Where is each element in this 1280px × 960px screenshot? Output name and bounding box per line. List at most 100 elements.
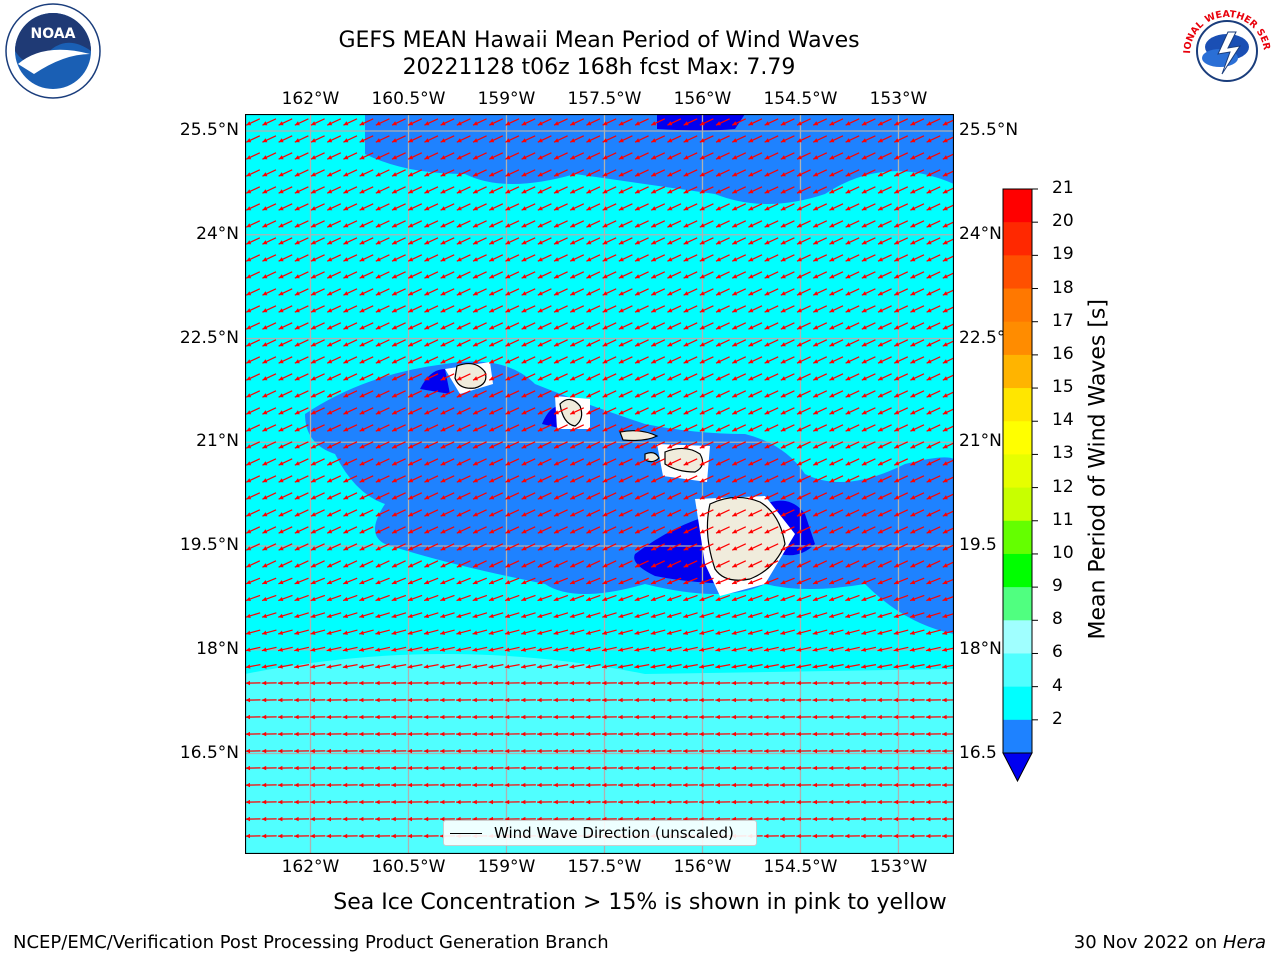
wave-arrowhead: [747, 697, 753, 703]
wave-arrowhead: [277, 799, 283, 805]
wave-arrowhead: [569, 664, 575, 669]
wave-arrowhead: [635, 155, 641, 160]
wave-arrowhead: [440, 359, 446, 364]
wave-arrowhead: [601, 697, 607, 703]
wave-arrowhead: [570, 257, 576, 262]
wave-arrowhead: [942, 546, 948, 551]
wave-arrowhead: [763, 680, 769, 686]
wave-arrowhead: [504, 799, 510, 805]
wave-arrowhead: [861, 782, 866, 788]
wave-arrowhead: [439, 748, 445, 754]
wave-arrowhead: [261, 782, 267, 788]
wave-arrowhead: [797, 325, 803, 330]
wave-arrowhead: [618, 529, 624, 534]
wave-arrowhead: [845, 291, 851, 296]
wave-arrowhead: [375, 325, 381, 330]
wave-arrowhead: [408, 206, 414, 211]
wave-arrowhead: [327, 308, 333, 313]
wave-arrowhead: [894, 223, 900, 228]
wave-arrowhead: [797, 121, 803, 126]
wave-arrowhead: [505, 257, 511, 262]
wave-arrowhead: [699, 512, 705, 517]
wave-arrowhead: [473, 223, 479, 228]
wave-arrowhead: [277, 731, 283, 737]
colorbar-tick-label: 4: [1052, 675, 1063, 696]
wave-arrowhead: [261, 731, 267, 737]
wave-arrowhead: [570, 393, 576, 398]
wave-arrowhead: [683, 138, 689, 143]
wave-arrowhead: [861, 308, 867, 313]
wave-arrowhead: [261, 647, 267, 652]
wave-arrowhead: [829, 546, 835, 551]
wave-arrowhead: [666, 799, 672, 805]
wave-arrowhead: [618, 342, 624, 347]
wave-arrowhead: [391, 714, 396, 720]
wave-arrowhead: [764, 613, 770, 618]
wave-arrowhead: [910, 376, 916, 381]
wave-arrowhead: [602, 240, 608, 245]
wave-arrowhead: [602, 359, 608, 364]
wave-arrowhead: [844, 731, 850, 737]
colorbar-tick-label: 11: [1052, 509, 1074, 530]
wave-arrowhead: [813, 257, 819, 262]
wave-arrowhead: [780, 223, 786, 228]
wave-arrowhead: [521, 240, 527, 245]
wave-arrowhead: [829, 410, 835, 415]
wave-arrowhead: [893, 647, 899, 652]
wave-arrowhead: [682, 748, 688, 754]
wave-arrowhead: [926, 512, 932, 517]
wave-arrowhead: [618, 647, 624, 652]
wave-arrowhead: [926, 495, 932, 500]
wave-arrowhead: [537, 799, 542, 805]
wave-arrowhead: [618, 748, 623, 754]
wave-arrowhead: [489, 189, 495, 194]
wave-arrowhead: [424, 478, 430, 483]
wave-arrowhead: [537, 410, 543, 415]
wave-arrowhead: [489, 121, 495, 126]
wave-arrowhead: [246, 410, 252, 415]
wave-arrowhead: [294, 478, 300, 483]
wave-arrowhead: [343, 529, 349, 534]
wave-arrowhead: [796, 613, 802, 618]
wave-arrowhead: [521, 393, 527, 398]
wave-arrowhead: [780, 748, 785, 754]
wave-arrowhead: [878, 342, 884, 347]
wave-arrowhead: [537, 206, 543, 211]
wave-arrowhead: [894, 376, 900, 381]
wave-arrowhead: [910, 257, 916, 262]
wave-arrowhead: [278, 630, 284, 635]
wave-arrowhead: [537, 680, 542, 686]
wave-arrowhead: [813, 155, 819, 160]
wave-arrowhead: [748, 546, 754, 551]
wave-arrowhead: [278, 478, 284, 483]
wave-arrowhead: [861, 580, 867, 585]
wave-arrowhead: [683, 613, 689, 618]
wave-arrowhead: [942, 444, 948, 449]
wave-arrowhead: [489, 427, 495, 432]
wave-arrowhead: [505, 393, 511, 398]
ocean-dark-north: [365, 114, 954, 204]
wave-arrowhead: [278, 427, 284, 432]
colorbar-frame: [1002, 188, 1033, 754]
colorbar-segment: [1003, 388, 1032, 422]
wave-arrowhead: [651, 274, 657, 279]
wave-arrowhead: [505, 563, 511, 568]
wave-arrowhead: [780, 816, 785, 822]
wave-arrowhead: [602, 206, 608, 211]
wave-arrowhead: [246, 325, 252, 330]
wave-arrowhead: [926, 647, 931, 652]
wave-arrowhead: [748, 189, 754, 194]
wave-arrowhead: [748, 172, 754, 177]
wave-arrowhead: [392, 291, 398, 296]
wave-arrowhead: [699, 731, 704, 737]
wave-arrowhead: [829, 291, 835, 296]
wave-arrowhead: [635, 427, 641, 432]
wave-arrowhead: [910, 359, 916, 364]
wave-arrowhead: [408, 529, 414, 534]
wave-arrowhead: [813, 359, 819, 364]
wave-arrowhead: [878, 461, 884, 466]
wave-arrowhead: [440, 410, 446, 415]
wave-arrowhead: [780, 697, 785, 703]
wave-arrowhead: [877, 697, 882, 703]
wave-arrowhead: [942, 529, 948, 534]
